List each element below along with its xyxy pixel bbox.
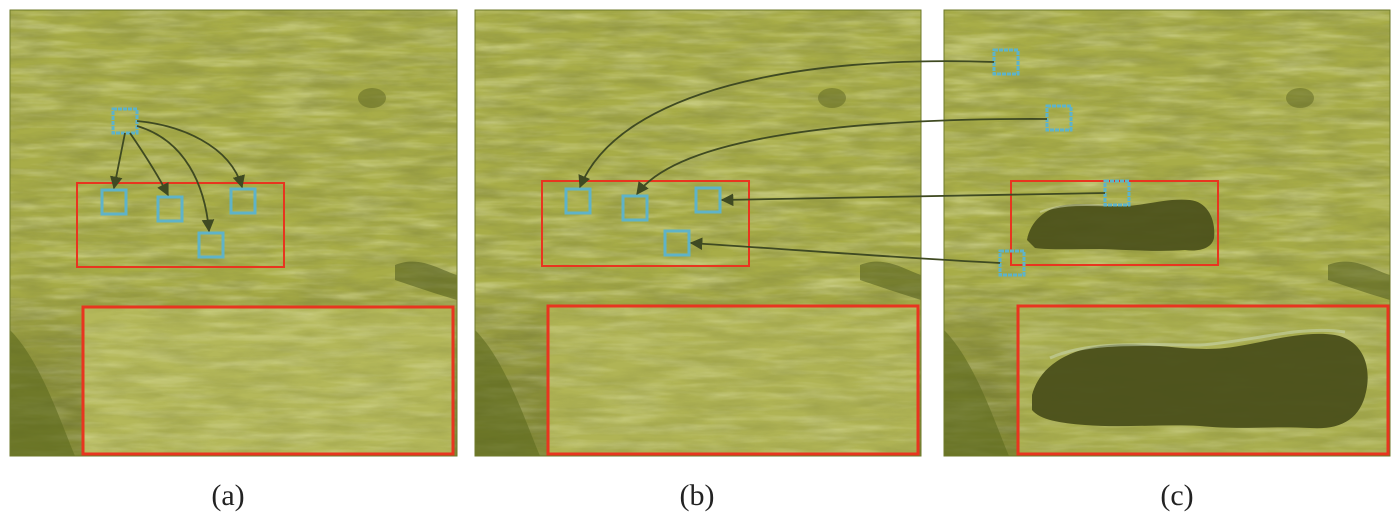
panel-a-arrow	[136, 120, 245, 189]
panel-c-zoom-object	[1032, 333, 1368, 429]
panel-c-caption: (c)	[1160, 479, 1193, 512]
panel-a-target-patch	[197, 231, 225, 259]
panel-b-caption: (b)	[680, 479, 715, 512]
panel-a-arrow	[110, 132, 126, 190]
panel-a-caption: (a)	[211, 479, 244, 512]
panel-b-target-patch	[564, 187, 592, 215]
panel-a-target-patch	[229, 187, 257, 215]
panel-a: (a)	[9, 9, 458, 512]
panel-b-region-box	[541, 180, 750, 267]
panel-b-target-patch	[621, 194, 649, 222]
cross-panel-arrow	[720, 192, 1106, 207]
panel-a-arrow	[136, 125, 215, 233]
panel-c-object	[1027, 199, 1215, 251]
panel-b-zoom-inset	[546, 304, 920, 456]
panel-a-region-box	[76, 182, 285, 268]
panel-c-source-patch	[1045, 104, 1073, 132]
panel-c: (c)	[943, 9, 1391, 512]
cross-panel-arrows	[578, 60, 1106, 264]
panel-c-zoom-inset	[1016, 304, 1390, 456]
cross-panel-arrow	[578, 60, 995, 189]
panel-a-arrow	[129, 132, 169, 197]
panel-a-target-patch	[156, 195, 184, 223]
panel-b-target-patch	[663, 229, 691, 257]
panel-b: (b)	[474, 9, 922, 512]
panel-a-target-patch	[100, 188, 128, 216]
panel-b-target-patch	[694, 186, 722, 214]
panel-a-zoom-inset	[81, 305, 455, 456]
cross-panel-arrow	[689, 237, 1001, 264]
cross-panel-arrow	[636, 118, 1048, 196]
panel-c-region-box	[1010, 180, 1219, 266]
